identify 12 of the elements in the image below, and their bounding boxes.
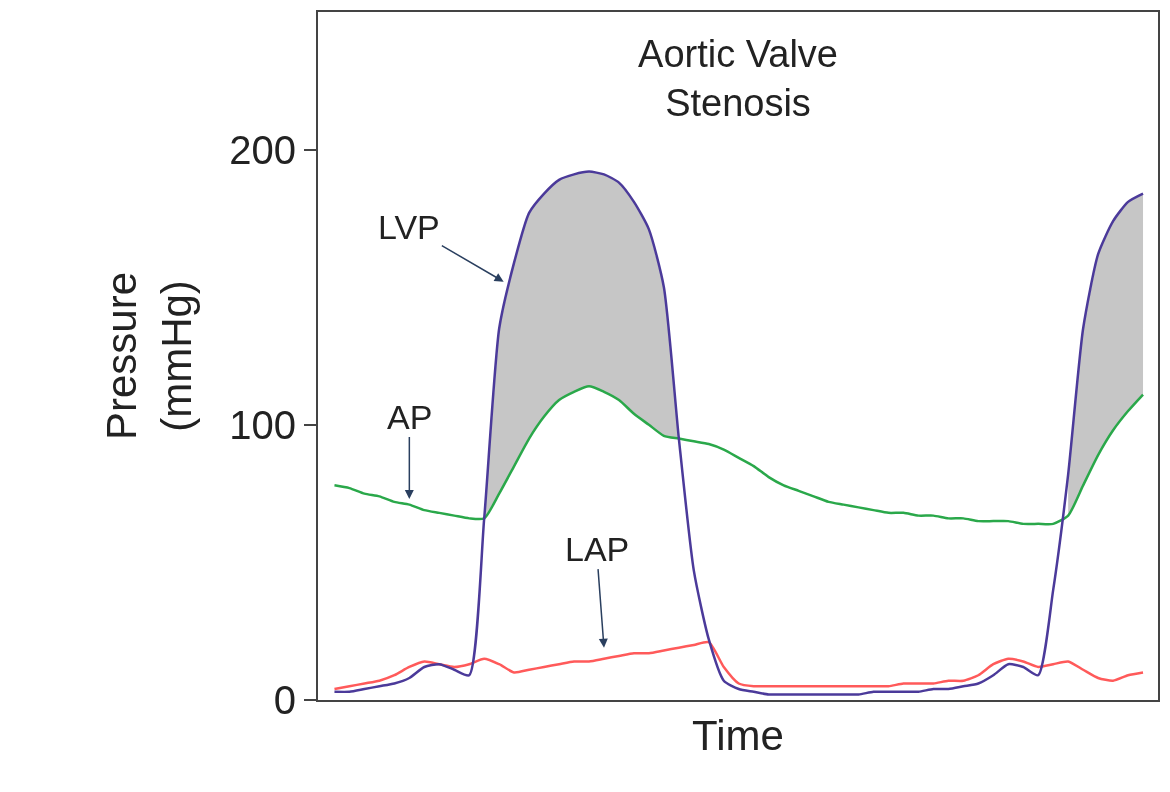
y-tick-label: 0 bbox=[273, 678, 296, 722]
x-axis-title: Time bbox=[692, 712, 784, 760]
line-series bbox=[333, 170, 1145, 696]
annotation: LAP bbox=[565, 530, 630, 568]
text: Aortic Valve Stenosis bbox=[638, 33, 838, 125]
annotation: AP bbox=[387, 398, 433, 436]
y-tick-label: 100 bbox=[229, 402, 296, 447]
y-tick-label: 200 bbox=[229, 127, 296, 172]
y-axis-title: Pressure (mmHg) bbox=[97, 271, 200, 441]
line-series bbox=[333, 385, 1145, 526]
annotation: LVP bbox=[378, 208, 440, 246]
line-series bbox=[333, 640, 1145, 691]
